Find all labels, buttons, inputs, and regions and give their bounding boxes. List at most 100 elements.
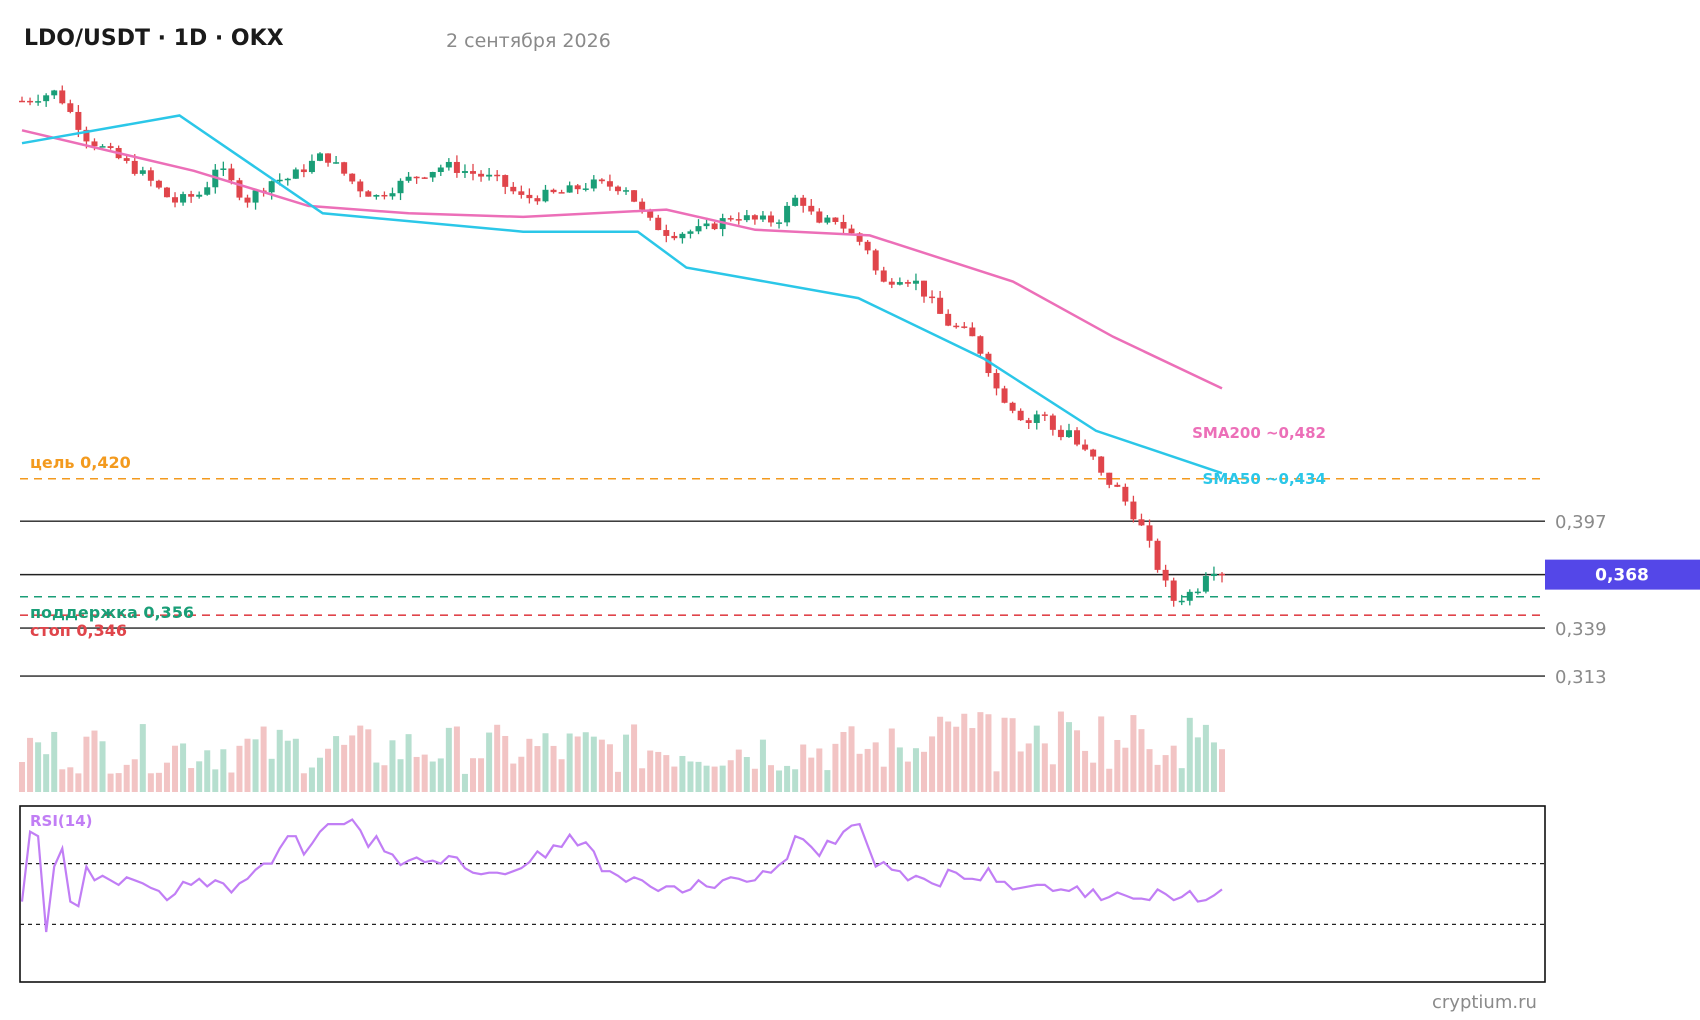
volume-bar [1049, 764, 1056, 792]
volume-bar [413, 756, 420, 792]
current-price-label: 0,368 [1595, 566, 1649, 586]
candle-body [776, 222, 783, 224]
candle-body [1186, 591, 1193, 601]
candle-body [357, 181, 364, 192]
volume-bar [896, 747, 903, 792]
candle-body [228, 168, 235, 181]
volume-bar [735, 749, 742, 792]
volume-bar [598, 739, 605, 792]
volume-bar [437, 758, 444, 792]
candle-body [993, 373, 1000, 389]
volume-bar [83, 736, 90, 792]
volume-bar [743, 757, 750, 792]
volume-bar [131, 759, 138, 792]
candle-body [1194, 591, 1201, 594]
volume-bar [977, 712, 984, 792]
candle-body [244, 197, 251, 203]
volume-bar [993, 771, 1000, 792]
candle-body [663, 230, 670, 236]
volume-bar [1186, 717, 1193, 792]
volume-bar [937, 716, 944, 792]
volume-bar [333, 736, 340, 792]
volume-bar [929, 736, 936, 792]
volume-bar [1170, 745, 1177, 792]
candle-body [204, 187, 211, 195]
volume-bar [614, 771, 621, 792]
volume-bar [421, 754, 428, 792]
volume-bar [1162, 755, 1169, 792]
volume-bar [1210, 742, 1217, 792]
candle-body [381, 194, 388, 197]
candle-body [1114, 484, 1121, 487]
volume-bar [921, 751, 928, 792]
candle-body [139, 170, 146, 174]
candle-body [727, 218, 734, 220]
candle-body [687, 231, 694, 234]
candle-body [268, 181, 275, 193]
volume-bar [767, 765, 774, 792]
candle-body [606, 181, 613, 187]
volume-bar [453, 726, 460, 792]
candle-body [236, 180, 243, 198]
volume-bar [397, 759, 404, 792]
volume-bar [550, 745, 557, 792]
volume-bar [478, 758, 485, 792]
volume-bar [695, 761, 702, 792]
volume-bar [1025, 743, 1032, 792]
candle-body [647, 209, 654, 218]
volume-bar [43, 754, 50, 792]
candle-body [985, 353, 992, 374]
candle-body [751, 215, 758, 220]
volume-bar [655, 751, 662, 792]
volume-bar [1001, 717, 1008, 792]
candle-body [43, 95, 50, 102]
volume-bar [945, 721, 952, 792]
candle-body [623, 190, 630, 192]
candle-body [308, 160, 315, 173]
volume-bar [19, 761, 25, 792]
rsi-panel [19, 805, 1546, 983]
candle-body [735, 219, 742, 221]
volume-bar [904, 761, 911, 792]
candle-body [1202, 576, 1209, 592]
candle-body [1154, 540, 1161, 570]
sma50-label: SMA50 ~0,434 [1203, 470, 1326, 488]
volume-bar [590, 736, 597, 792]
candle-body [67, 103, 74, 112]
volume-bar [574, 736, 581, 792]
candle-body [35, 101, 42, 103]
volume-bar [1122, 747, 1129, 792]
volume-bar [856, 753, 863, 792]
candle-body [478, 173, 485, 177]
candle-body [614, 186, 621, 192]
candle-body [1138, 519, 1145, 526]
volume-bar [631, 724, 638, 792]
volume-bar [985, 714, 992, 792]
rsi-label: RSI(14) [30, 812, 93, 830]
candle-body [373, 194, 380, 197]
volume-bar [252, 739, 259, 792]
candle-body [912, 280, 919, 284]
volume-bar [623, 734, 630, 792]
volume-bar [912, 748, 919, 792]
volume-bar [196, 761, 203, 792]
volume-bar [864, 748, 871, 792]
level-label: 0,313 [1555, 667, 1607, 688]
volume-bar [316, 757, 323, 792]
candle-body [880, 270, 887, 282]
current-price-badge [1545, 559, 1700, 590]
candle-body [147, 170, 154, 181]
volume-bar [1178, 768, 1185, 792]
volume-bar [816, 748, 823, 792]
candle-body [1025, 420, 1032, 423]
candle-body [445, 161, 452, 168]
volume-bar [751, 768, 758, 792]
volume-bar [51, 731, 58, 792]
watermark: cryptium.ru [1432, 992, 1537, 1013]
volume-bar [1202, 724, 1209, 792]
candle-body [792, 197, 799, 206]
candle-body [421, 177, 428, 179]
volume-bar [284, 740, 291, 792]
candle-body [276, 179, 283, 182]
volume-bar [840, 731, 847, 792]
